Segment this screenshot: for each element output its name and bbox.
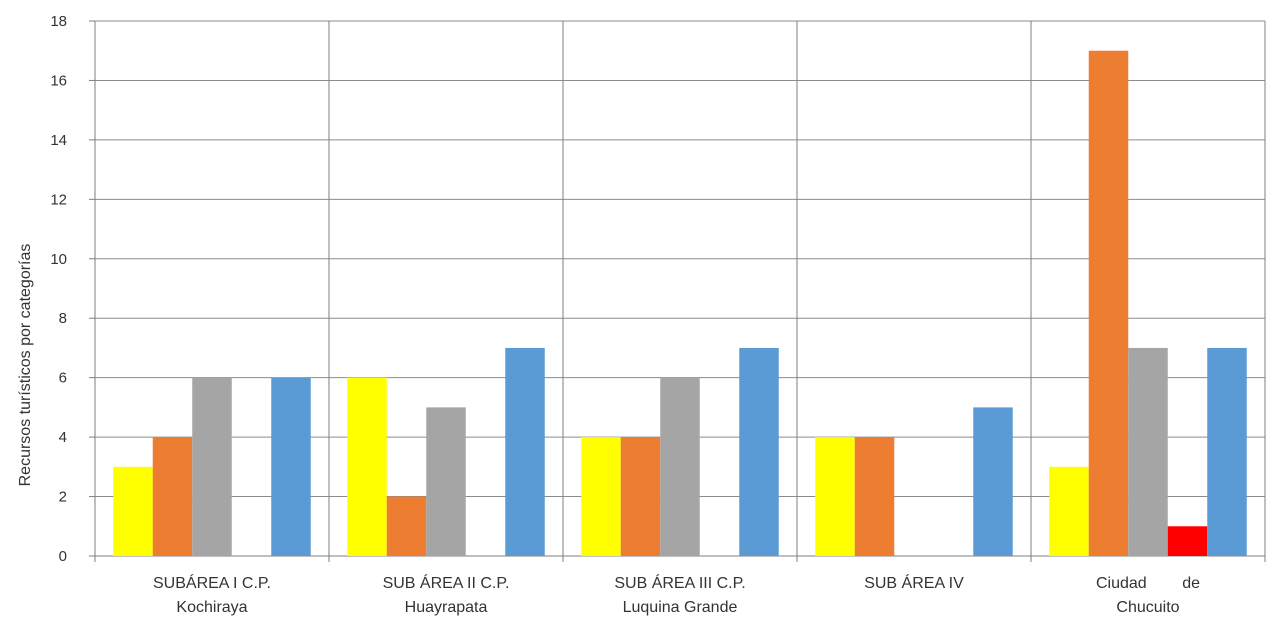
x-category-label: SUB ÁREA III C.P. xyxy=(614,573,745,592)
x-category-label: Kochiraya xyxy=(176,599,247,616)
bar xyxy=(1128,347,1168,556)
bar xyxy=(581,437,621,556)
x-category-label: Huayrapata xyxy=(405,599,488,616)
y-tick-label: 18 xyxy=(50,13,67,30)
y-tick-label: 0 xyxy=(59,548,67,565)
y-tick-label: 14 xyxy=(50,132,67,149)
bar xyxy=(192,377,232,556)
y-tick-label: 4 xyxy=(59,429,67,446)
bar xyxy=(386,496,427,556)
y-tick-label: 6 xyxy=(59,370,67,387)
y-tick-label: 8 xyxy=(59,310,67,327)
y-tick-label: 2 xyxy=(59,489,67,506)
bar xyxy=(1167,526,1208,556)
x-category-label: Chucuito xyxy=(1116,599,1179,616)
x-category-label: SUB ÁREA II C.P. xyxy=(383,573,510,592)
bar xyxy=(815,437,855,556)
bar xyxy=(505,347,545,556)
x-category-label: Luquina Grande xyxy=(623,599,738,616)
x-category-label: SUBÁREA I C.P. xyxy=(153,573,271,592)
x-category-label: SUB ÁREA IV xyxy=(864,573,964,592)
y-tick-label: 12 xyxy=(50,191,67,208)
y-axis-title: Recursos turísticos por categorías xyxy=(17,244,34,487)
bar xyxy=(854,437,895,556)
bars xyxy=(113,50,1247,556)
bar xyxy=(1088,50,1129,556)
x-category-label: Ciudad de xyxy=(1096,575,1200,592)
y-tick-label: 16 xyxy=(50,72,67,89)
bar xyxy=(113,466,153,556)
bar xyxy=(1049,466,1089,556)
bar xyxy=(973,407,1013,556)
bar xyxy=(660,377,700,556)
bar xyxy=(1207,347,1247,556)
bar xyxy=(739,347,779,556)
bar xyxy=(271,377,311,556)
axes: 0 2 4 6 8 10 12 14 16 18 SUBÁREA I C.P. Kochiraya SU… xyxy=(50,13,1266,616)
y-tick-label: 10 xyxy=(50,251,67,268)
bar xyxy=(347,377,387,556)
bar xyxy=(426,407,466,556)
bar xyxy=(620,437,661,556)
bar xyxy=(152,437,193,556)
